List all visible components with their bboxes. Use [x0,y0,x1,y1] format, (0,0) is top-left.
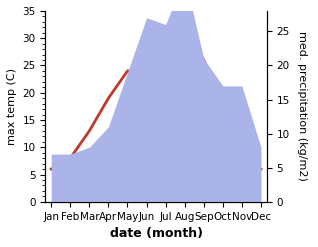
Y-axis label: max temp (C): max temp (C) [7,68,17,145]
X-axis label: date (month): date (month) [110,227,203,240]
Y-axis label: med. precipitation (kg/m2): med. precipitation (kg/m2) [296,31,307,181]
